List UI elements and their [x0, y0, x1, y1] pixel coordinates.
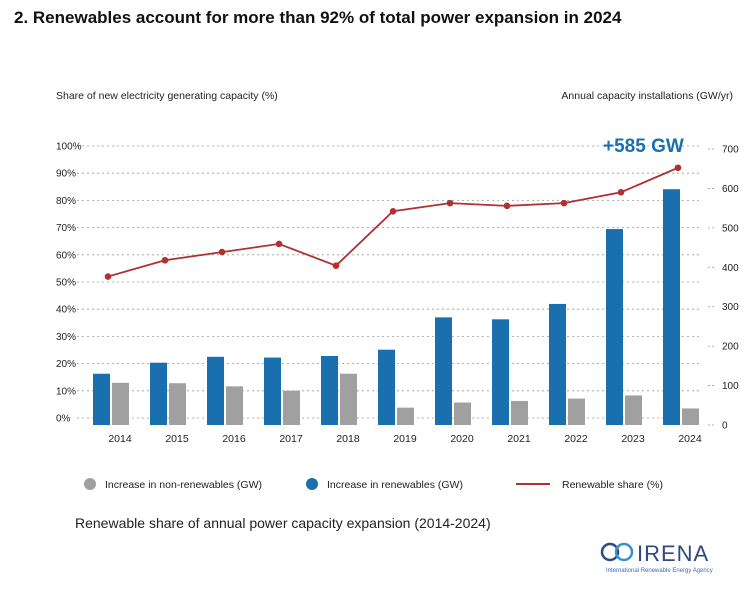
left-tick-label: 60% — [56, 250, 76, 261]
x-tick-label: 2018 — [336, 433, 360, 445]
renewable-share-line — [107, 166, 679, 278]
renewables-bar — [378, 349, 395, 425]
renewables-bar — [321, 356, 338, 425]
left-tick-label: 20% — [56, 359, 76, 370]
non-renewables-bar — [112, 382, 129, 425]
left-tick-label: 0% — [56, 414, 71, 425]
x-tick-label: 2020 — [450, 433, 474, 445]
renewable-share-point — [503, 202, 511, 210]
legend-label: Increase in renewables (GW) — [327, 479, 463, 491]
non-renewables-bar — [226, 386, 243, 425]
left-tick-label: 40% — [56, 305, 76, 316]
left-tick-label: 70% — [56, 223, 76, 234]
renewables-bar — [492, 319, 509, 425]
renewable-share-point — [161, 256, 169, 264]
non-renewables-bar — [568, 398, 585, 425]
legend-label: Increase in non-renewables (GW) — [105, 479, 262, 491]
right-tick-label: 200 — [722, 342, 739, 353]
x-tick-label: 2017 — [279, 433, 303, 445]
right-tick-label: 600 — [722, 184, 739, 195]
renewables-bar — [93, 373, 110, 425]
left-tick-label: 50% — [56, 278, 76, 289]
renewable-share-point — [332, 262, 340, 269]
left-axis-title: Share of new electricity generating capa… — [56, 90, 278, 102]
x-tick-label: 2024 — [678, 433, 702, 445]
logo-name: IRENA — [637, 541, 710, 566]
legend-swatch — [84, 478, 96, 490]
left-tick-label: 100% — [56, 142, 82, 153]
chart: 100% 90% 80% 70% 60% 50% 40% 30% 20% 10% 0% 700 600… — [56, 90, 739, 491]
non-renewables-bar — [682, 408, 699, 425]
renewable-share-point — [560, 199, 568, 207]
non-renewables-bar — [283, 390, 300, 425]
left-tick-label: 10% — [56, 386, 76, 397]
x-tick-label: 2019 — [393, 433, 417, 445]
right-tick-label: 300 — [722, 302, 739, 313]
right-axis-title: Annual capacity installations (GW/yr) — [561, 90, 733, 102]
non-renewables-bar — [169, 383, 186, 425]
renewable-share-point — [389, 207, 397, 215]
chart-panel: 100% 90% 80% 70% 60% 50% 40% 30% 20% 10% 0% 700 600… — [0, 44, 750, 589]
renewables-bar — [549, 303, 566, 425]
right-tick-label: 500 — [722, 223, 739, 234]
chart-subtitle: Renewable share of annual power capacity… — [75, 515, 491, 531]
renewables-bar — [435, 317, 452, 425]
legend-label: Renewable share (%) — [562, 479, 663, 491]
non-renewables-bar — [511, 400, 528, 425]
x-tick-label: 2015 — [165, 433, 189, 445]
renewable-share-point — [617, 188, 625, 196]
x-tick-label: 2014 — [108, 433, 132, 445]
renewables-bar — [663, 189, 680, 425]
renewable-share-point — [674, 164, 682, 172]
renewables-bar — [264, 357, 281, 425]
page-title: 2. Renewables account for more than 92% … — [14, 8, 622, 27]
renewable-share-point — [218, 248, 226, 256]
x-tick-label: 2023 — [621, 433, 645, 445]
left-tick-label: 90% — [56, 169, 76, 180]
x-tick-label: 2016 — [222, 433, 246, 445]
right-tick-label: 0 — [722, 421, 728, 432]
logo-tagline: International Renewable Energy Agency — [606, 568, 713, 574]
renewable-share-point — [275, 240, 283, 248]
non-renewables-bar — [625, 395, 642, 425]
right-tick-label: 700 — [722, 145, 739, 156]
irena-logo: IRENA International Renewable Energy Age… — [600, 540, 713, 574]
renewables-bar — [606, 229, 623, 425]
renewables-bar — [150, 362, 167, 425]
right-tick-label: 100 — [722, 381, 739, 392]
renewables-bar — [207, 356, 224, 425]
x-tick-label: 2021 — [507, 433, 531, 445]
left-tick-label: 30% — [56, 332, 76, 343]
x-tick-label: 2022 — [564, 433, 588, 445]
renewable-share-point — [104, 273, 112, 280]
right-tick-label: 400 — [722, 263, 739, 274]
left-tick-label: 80% — [56, 196, 76, 207]
non-renewables-bar — [340, 373, 357, 425]
annotation-585gw: +585 GW — [603, 136, 684, 157]
legend-swatch — [306, 478, 318, 490]
non-renewables-bar — [397, 407, 414, 425]
non-renewables-bar — [454, 402, 471, 425]
irena-logo-icon — [600, 542, 634, 562]
renewable-share-point — [446, 199, 454, 207]
